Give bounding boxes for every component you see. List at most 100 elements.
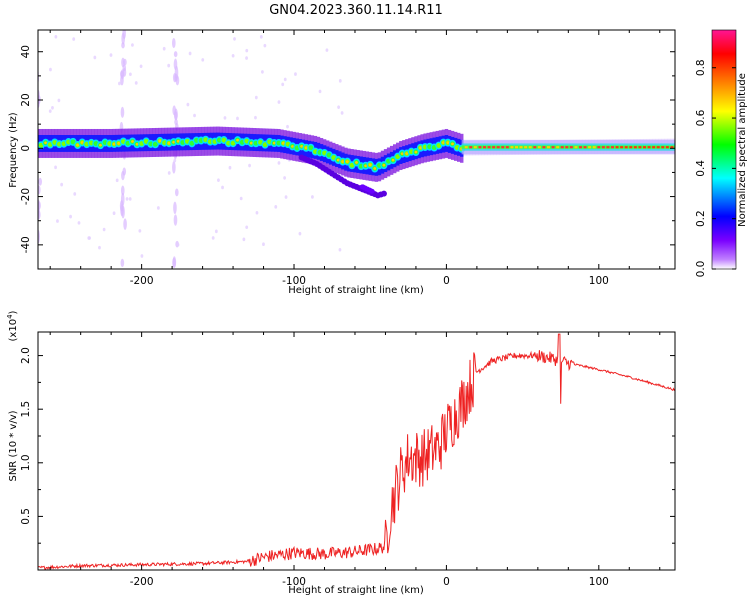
heatmap-cell: [349, 162, 355, 168]
heatmap-cell: [380, 190, 387, 197]
noise-speckle: [112, 211, 116, 216]
heatmap-cell: [656, 146, 660, 149]
noise-speckle: [121, 42, 125, 49]
noise-speckle: [138, 229, 142, 233]
noise-speckle: [221, 185, 224, 190]
heatmap-cell: [560, 146, 564, 149]
noise-speckle: [57, 98, 61, 103]
noise-speckle: [248, 163, 251, 168]
heatmap-cell: [469, 146, 473, 149]
noise-speckle: [233, 37, 236, 41]
noise-speckle: [54, 34, 58, 39]
snr-series-line: [38, 333, 675, 570]
heatmap-cell: [633, 146, 637, 149]
heatmap-cell: [505, 146, 509, 149]
noise-speckle: [173, 51, 178, 58]
heatmap-cell: [542, 146, 546, 149]
noise-speckle: [128, 197, 132, 201]
noise-speckle: [38, 185, 41, 195]
heatmap-cell: [620, 146, 624, 149]
noise-speckle: [245, 56, 248, 60]
noise-speckle: [54, 165, 57, 170]
noise-speckle: [173, 201, 177, 215]
heatmap-cell: [551, 146, 555, 149]
noise-speckle: [134, 81, 138, 85]
noise-speckle: [318, 89, 322, 94]
noise-speckle: [73, 192, 77, 196]
heatmap-cell: [510, 146, 514, 149]
noise-speckle: [56, 219, 59, 223]
heatmap-cell: [262, 142, 268, 148]
noise-speckle: [34, 170, 38, 177]
heatmap-cell: [364, 164, 368, 168]
noise-speckle: [193, 113, 196, 118]
heatmap-cell: [461, 145, 675, 149]
heatmap-cell: [578, 146, 582, 149]
heatmap-cell: [451, 142, 454, 146]
heatmap-cell: [446, 141, 450, 144]
noise-speckle: [34, 185, 38, 198]
noise-speckle: [254, 115, 257, 120]
y-tick-label: 40: [20, 45, 32, 58]
colorbar-tick-label: 0.4: [695, 160, 707, 177]
heatmap-cell: [249, 141, 253, 145]
heatmap-cell: [419, 146, 422, 150]
noise-speckle: [277, 161, 281, 165]
heatmap-cell: [528, 146, 532, 149]
heatmap-cell: [99, 143, 102, 147]
heatmap-cell: [519, 146, 523, 149]
x-tick-label: -100: [282, 275, 306, 287]
noise-speckle: [254, 95, 258, 100]
noise-speckle: [87, 236, 91, 240]
noise-speckle: [245, 225, 249, 230]
heatmap-cell: [546, 146, 550, 149]
noise-speckle: [217, 178, 220, 182]
x-tick-label: -200: [130, 275, 154, 287]
heatmap-cell: [395, 154, 401, 160]
heatmap-cell: [487, 146, 491, 149]
noise-speckle: [311, 195, 314, 199]
noise-speckle: [102, 227, 106, 232]
noise-speckle: [172, 161, 176, 174]
noise-speckle: [121, 32, 125, 45]
heatmap-cell: [272, 141, 276, 145]
noise-speckle: [167, 63, 171, 68]
heatmap-cell: [221, 137, 227, 143]
heatmap-cell: [131, 140, 134, 143]
y-tick-label: 0.5: [20, 508, 32, 525]
noise-speckle: [283, 77, 287, 82]
heatmap-cell: [80, 141, 84, 144]
noise-speckle: [123, 218, 127, 230]
heatmap-cell: [610, 146, 614, 149]
noise-speckle: [236, 116, 239, 121]
noise-speckle: [338, 247, 342, 252]
colorbar-tick-label: 0.8: [695, 59, 707, 76]
noise-speckle: [156, 206, 160, 210]
noise-speckle: [34, 82, 38, 89]
heatmap-cell: [152, 141, 158, 147]
colorbar-gradient: [711, 29, 737, 270]
heatmap-cell: [647, 146, 651, 149]
heatmap-cell: [400, 152, 404, 155]
spectrogram-panel: -200 -100 0 100 40 20 0 -20 -40 Height of straig…: [8, 29, 676, 296]
noise-speckle: [139, 64, 143, 69]
heatmap-cell: [524, 146, 528, 149]
noise-speckle: [259, 35, 263, 39]
x-tick-label: -200: [130, 576, 154, 588]
heatmap-cell: [304, 146, 308, 150]
heatmap-cell: [642, 146, 646, 149]
heatmap-cell: [308, 145, 314, 151]
noise-speckle: [228, 165, 232, 170]
heatmap-cell: [405, 152, 409, 155]
noise-speckle: [286, 124, 289, 129]
noise-speckle: [281, 82, 285, 87]
noise-speckle: [231, 53, 235, 58]
heatmap-cell: [236, 138, 240, 142]
noise-speckle: [38, 177, 43, 186]
noise-speckle: [173, 158, 177, 163]
spectrogram-x-axis-label: Height of straight line (km): [288, 285, 424, 296]
heatmap-cell: [661, 146, 665, 149]
spectrogram-y-axis-label: Frequency (Hz): [8, 112, 19, 188]
noise-speckle: [93, 55, 97, 60]
heatmap-cell: [565, 146, 569, 149]
